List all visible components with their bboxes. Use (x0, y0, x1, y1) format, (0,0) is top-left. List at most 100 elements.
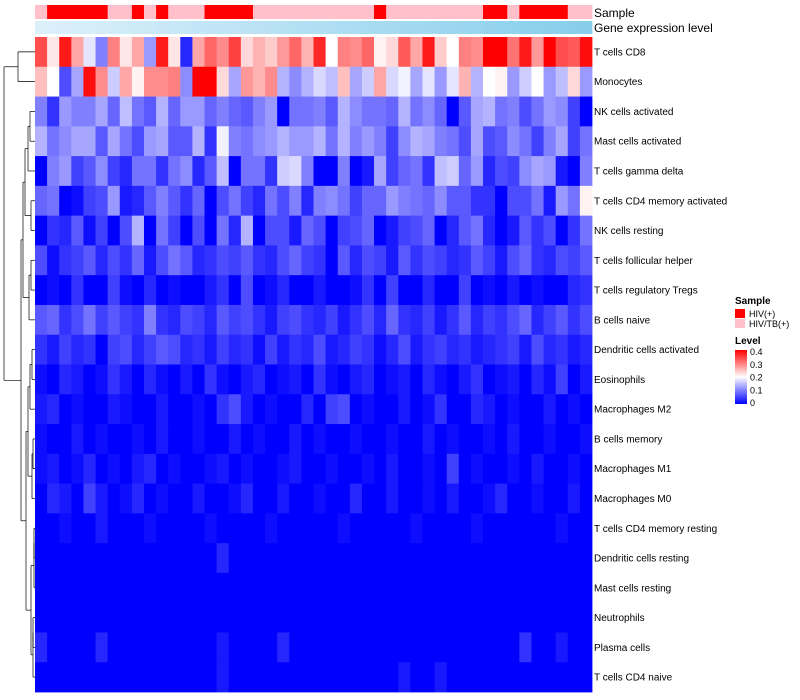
heatmap-cell (410, 126, 423, 157)
heatmap-cell (143, 66, 157, 97)
heatmap-cell (216, 662, 230, 693)
heatmap-cell (107, 96, 121, 127)
heatmap-cell (119, 275, 133, 306)
heatmap-cell (168, 394, 181, 425)
expression-annotation-cell (543, 21, 557, 34)
heatmap-cell (495, 572, 508, 604)
heatmap-cell (228, 275, 242, 306)
heatmap-cell (398, 245, 411, 276)
expression-annotation-cell (180, 21, 193, 34)
heatmap-cell (216, 364, 230, 395)
row-label: Macrophages M0 (594, 494, 672, 505)
heatmap-cell (252, 275, 266, 306)
heatmap-cell (458, 453, 472, 484)
heatmap-cell (434, 37, 448, 68)
heatmap-cell (180, 572, 193, 604)
heatmap-cell (543, 96, 557, 127)
heatmap-cell (228, 662, 242, 693)
heatmap-cell (301, 572, 314, 604)
heatmap-cell (83, 245, 96, 276)
heatmap-cell (507, 394, 520, 425)
heatmap-cell (519, 662, 532, 693)
heatmap-cell (458, 602, 472, 633)
heatmap-cell (131, 662, 145, 693)
heatmap-cell (507, 483, 520, 514)
heatmap-cell (301, 364, 314, 395)
heatmap-cell (180, 66, 193, 97)
heatmap-cell (95, 424, 109, 455)
heatmap-cell (83, 215, 96, 246)
heatmap-cell (107, 632, 121, 663)
expression-annotation-cell (131, 21, 145, 34)
heatmap-cell (289, 245, 302, 276)
heatmap-cell (156, 304, 169, 336)
expression-annotation-cell (47, 21, 60, 34)
heatmap-cell (252, 96, 266, 127)
heatmap-cell (301, 245, 314, 276)
heatmap-cell (301, 334, 314, 365)
heatmap-cell (470, 572, 484, 604)
heatmap-cell (313, 37, 327, 68)
heatmap-cell (361, 394, 375, 425)
heatmap-cell (349, 96, 363, 127)
heatmap-cell (349, 424, 363, 455)
heatmap-cell (374, 185, 387, 217)
heatmap-cell (337, 364, 351, 395)
heatmap-cell (422, 275, 435, 306)
heatmap-cell (252, 304, 266, 336)
heatmap-cell (204, 483, 218, 514)
heatmap-cell (483, 513, 496, 544)
heatmap-cell (47, 304, 60, 336)
heatmap-cell (543, 156, 557, 187)
heatmap-cell (325, 245, 339, 276)
heatmap-cell (349, 662, 363, 693)
heatmap-cell (119, 602, 133, 633)
sample-annotation-cell (59, 5, 72, 19)
heatmap-cell (507, 96, 520, 127)
heatmap-cell (35, 245, 48, 276)
sample-annotation-cell (216, 5, 230, 19)
heatmap-cells (35, 37, 593, 693)
heatmap-cell (579, 572, 593, 604)
sample-annotation-cell (168, 5, 181, 19)
heatmap-cell (265, 602, 278, 633)
heatmap-cell (204, 245, 218, 276)
heatmap-cell (519, 66, 532, 97)
heatmap-cell (47, 394, 60, 425)
heatmap-cell (579, 96, 593, 127)
heatmap-cell (180, 215, 193, 246)
heatmap-cell (337, 156, 351, 187)
heatmap-cell (579, 364, 593, 395)
heatmap-cell (252, 453, 266, 484)
heatmap-cell (410, 215, 423, 246)
heatmap-cell (216, 572, 230, 604)
heatmap-cell (156, 215, 169, 246)
heatmap-cell (410, 245, 423, 276)
heatmap-cell (361, 96, 375, 127)
heatmap-cell (35, 304, 48, 336)
heatmap-cell (543, 126, 557, 157)
heatmap-cell (277, 126, 290, 157)
heatmap-cell (95, 215, 109, 246)
heatmap-cell (59, 453, 72, 484)
heatmap-cell (131, 66, 145, 97)
heatmap-cell (446, 364, 460, 395)
heatmap-cell (507, 245, 520, 276)
heatmap-cell (470, 543, 484, 574)
heatmap-cell (143, 37, 157, 68)
heatmap-cell (107, 37, 121, 68)
heatmap-cell (337, 602, 351, 633)
expression-annotation-cell (289, 21, 302, 34)
heatmap-cell (131, 513, 145, 544)
heatmap-cell (543, 513, 557, 544)
heatmap-cell (47, 37, 60, 68)
sample-annotation-cell (252, 5, 266, 19)
heatmap-cell (337, 215, 351, 246)
heatmap-cell (555, 334, 569, 365)
heatmap-cell (240, 156, 254, 187)
heatmap-cell (349, 245, 363, 276)
heatmap-cell (374, 632, 387, 663)
heatmap-cell (507, 632, 520, 663)
heatmap-cell (519, 245, 532, 276)
heatmap-cell (228, 572, 242, 604)
